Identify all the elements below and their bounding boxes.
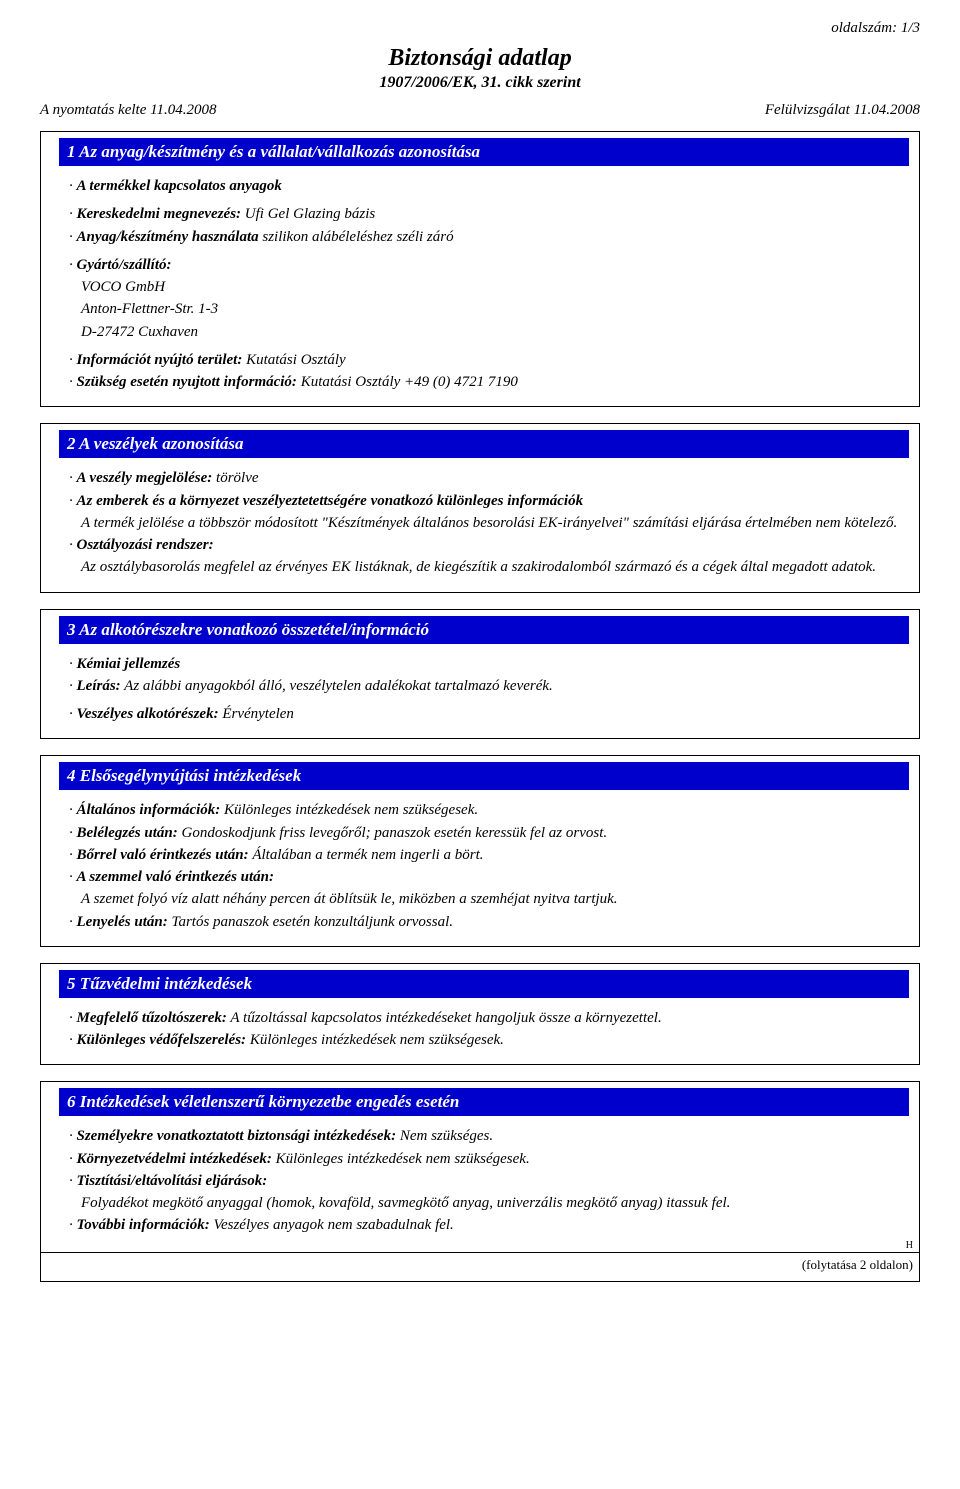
- manufacturer-label: Gyártó/szállító:: [77, 257, 172, 273]
- footer-rule: [41, 1252, 919, 1253]
- emergency-value: Kutatási Osztály +49 (0) 4721 7190: [301, 374, 518, 390]
- section-3: 3 Az alkotórészekre vonatkozó összetétel…: [40, 609, 920, 740]
- cleanup-label: Tisztítási/eltávolítási eljárások:: [77, 1173, 268, 1189]
- swallow-value: Tartós panaszok esetén konzultáljunk orv…: [172, 914, 454, 930]
- section-6-body: · Személyekre vonatkoztatott biztonsági …: [41, 1126, 919, 1241]
- section-1: 1 Az anyag/készítmény és a vállalat/váll…: [40, 131, 920, 407]
- human-env-text: A termék jelölése a többször módosított …: [69, 513, 901, 533]
- dangerous-value: Érvénytelen: [222, 706, 294, 722]
- info-area-label: Információt nyújtó terület:: [77, 352, 243, 368]
- info-area-value: Kutatási Osztály: [246, 352, 346, 368]
- doc-title: Biztonsági adatlap: [40, 45, 920, 72]
- env-value: Különleges intézkedések nem szükségesek.: [276, 1151, 530, 1167]
- use-value: szilikon alábéleléshez széli záró: [262, 229, 453, 245]
- desc-label: Leírás:: [77, 678, 121, 694]
- meta-row: A nyomtatás kelte 11.04.2008 Felülvizsgá…: [40, 102, 920, 119]
- section-2: 2 A veszélyek azonosítása · A veszély me…: [40, 423, 920, 592]
- inhale-value: Gondoskodjunk friss levegőről; panaszok …: [182, 825, 608, 841]
- more-label: További információk:: [77, 1217, 210, 1233]
- section-2-header: 2 A veszélyek azonosítása: [59, 430, 909, 458]
- section-4: 4 Elsősegélynyújtási intézkedések · Álta…: [40, 755, 920, 947]
- extinguish-value: A tűzoltással kapcsolatos intézkedéseket…: [230, 1010, 661, 1026]
- emergency-label: Szükség esetén nyujtott információ:: [77, 374, 297, 390]
- protective-value: Különleges intézkedések nem szükségesek.: [250, 1032, 504, 1048]
- skin-value: Általában a termék nem ingerli a bört.: [252, 847, 483, 863]
- extinguish-label: Megfelelő tűzoltószerek:: [77, 1010, 227, 1026]
- section-6: 6 Intézkedések véletlenszerű környezetbe…: [40, 1081, 920, 1281]
- section-3-header: 3 Az alkotórészekre vonatkozó összetétel…: [59, 616, 909, 644]
- section-1-header: 1 Az anyag/készítmény és a vállalat/váll…: [59, 138, 909, 166]
- general-value: Különleges intézkedések nem szükségesek.: [224, 802, 478, 818]
- class-text: Az osztálybasorolás megfelel az érvényes…: [69, 557, 901, 577]
- section-2-body: · A veszély megjelölése: törölve · Az em…: [41, 468, 919, 583]
- hazard-value: törölve: [216, 470, 259, 486]
- human-env-label: Az emberek és a környezet veszélyeztetet…: [77, 493, 584, 509]
- desc-value: Az alábbi anyagokból álló, veszélytelen …: [124, 678, 553, 694]
- personal-label: Személyekre vonatkoztatott biztonsági in…: [77, 1128, 397, 1144]
- personal-value: Nem szükséges.: [400, 1128, 493, 1144]
- section-4-header: 4 Elsősegélynyújtási intézkedések: [59, 762, 909, 790]
- trade-name-value: Ufi Gel Glazing bázis: [245, 206, 375, 222]
- skin-label: Bőrrel való érintkezés után:: [77, 847, 249, 863]
- env-label: Környezetvédelmi intézkedések:: [77, 1151, 272, 1167]
- section-5: 5 Tűzvédelmi intézkedések · Megfelelő tű…: [40, 963, 920, 1066]
- inhale-label: Belélegzés után:: [77, 825, 178, 841]
- page-number: oldalszám: 1/3: [40, 20, 920, 37]
- footer-continuation: (folytatása 2 oldalon): [41, 1257, 919, 1273]
- manufacturer-line2: Anton-Flettner-Str. 1-3: [69, 299, 901, 319]
- section-5-body: · Megfelelő tűzoltószerek: A tűzoltással…: [41, 1008, 919, 1057]
- manufacturer-line1: VOCO GmbH: [69, 277, 901, 297]
- section-3-body: · Kémiai jellemzés · Leírás: Az alábbi a…: [41, 654, 919, 731]
- section-4-body: · Általános információk: Különleges inté…: [41, 800, 919, 938]
- protective-label: Különleges védőfelszerelés:: [77, 1032, 247, 1048]
- doc-subtitle: 1907/2006/EK, 31. cikk szerint: [40, 74, 920, 92]
- more-value: Veszélyes anyagok nem szabadulnak fel.: [213, 1217, 453, 1233]
- manufacturer-line3: D-27472 Cuxhaven: [69, 322, 901, 342]
- revision-date: Felülvizsgálat 11.04.2008: [765, 102, 920, 119]
- trade-name-label: Kereskedelmi megnevezés:: [77, 206, 242, 222]
- eye-value: A szemet folyó víz alatt néhány percen á…: [69, 889, 901, 909]
- section-5-header: 5 Tűzvédelmi intézkedések: [59, 970, 909, 998]
- swallow-label: Lenyelés után:: [77, 914, 168, 930]
- use-label: Anyag/készítmény használata: [77, 229, 259, 245]
- cleanup-value: Folyadékot megkötő anyaggal (homok, kova…: [69, 1193, 901, 1213]
- hazard-label: A veszély megjelölése:: [77, 470, 213, 486]
- section-6-header: 6 Intézkedések véletlenszerű környezetbe…: [59, 1088, 909, 1116]
- eye-label: A szemmel való érintkezés után:: [77, 869, 275, 885]
- general-label: Általános információk:: [77, 802, 221, 818]
- section-1-body: · A termékkel kapcsolatos anyagok · Kere…: [41, 176, 919, 398]
- chem-label: Kémiai jellemzés: [77, 656, 181, 672]
- product-info-label: A termékkel kapcsolatos anyagok: [77, 178, 282, 194]
- print-date: A nyomtatás kelte 11.04.2008: [40, 102, 217, 119]
- class-label: Osztályozási rendszer:: [77, 537, 214, 553]
- dangerous-label: Veszélyes alkotórészek:: [77, 706, 219, 722]
- footer-h: H: [41, 1240, 919, 1251]
